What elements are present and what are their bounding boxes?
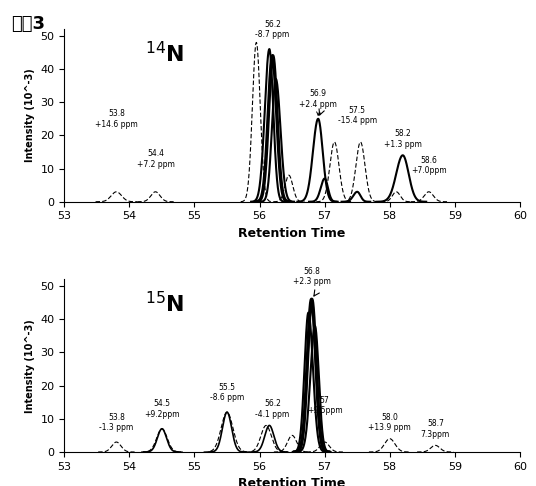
Text: $^{14}$N: $^{14}$N	[145, 41, 184, 67]
Y-axis label: Intensity (10^-3): Intensity (10^-3)	[25, 69, 35, 162]
Text: 57.5
-15.4 ppm: 57.5 -15.4 ppm	[338, 106, 377, 125]
Text: 53.8
+14.6 ppm: 53.8 +14.6 ppm	[95, 109, 138, 129]
Text: 56.2
-8.7 ppm: 56.2 -8.7 ppm	[256, 20, 290, 39]
Text: 55.5
-8.6 ppm: 55.5 -8.6 ppm	[210, 383, 244, 402]
Y-axis label: Intensity (10^-3): Intensity (10^-3)	[25, 319, 35, 413]
X-axis label: Retention Time: Retention Time	[239, 477, 346, 486]
Text: $^{15}$N: $^{15}$N	[145, 292, 184, 317]
Text: 56.8
+2.3 ppm: 56.8 +2.3 ppm	[293, 267, 331, 286]
Text: 54.4
+7.2 ppm: 54.4 +7.2 ppm	[137, 149, 174, 169]
X-axis label: Retention Time: Retention Time	[239, 227, 346, 240]
Text: 57
+9.5ppm: 57 +9.5ppm	[307, 396, 343, 416]
Text: 53.8
-1.3 ppm: 53.8 -1.3 ppm	[99, 413, 133, 432]
Text: 56.9
+2.4 ppm: 56.9 +2.4 ppm	[299, 89, 337, 115]
Text: 样品3: 样品3	[11, 15, 44, 33]
Text: 58.6
+7.0ppm: 58.6 +7.0ppm	[411, 156, 446, 175]
Text: 58.2
+1.3 ppm: 58.2 +1.3 ppm	[384, 129, 422, 149]
Text: 58.0
+13.9 ppm: 58.0 +13.9 ppm	[368, 413, 411, 432]
Text: 58.7
7.3ppm: 58.7 7.3ppm	[421, 419, 450, 439]
Text: 56.2
-4.1 ppm: 56.2 -4.1 ppm	[256, 399, 290, 419]
Text: 54.5
+9.2ppm: 54.5 +9.2ppm	[144, 399, 180, 419]
